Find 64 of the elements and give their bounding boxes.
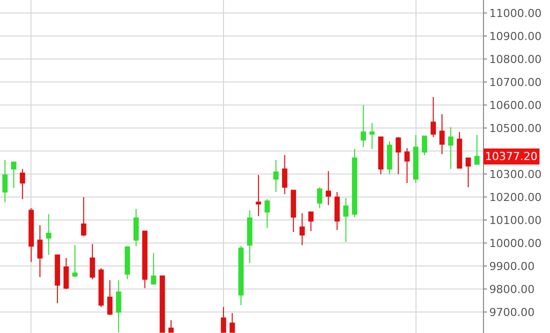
candlestick	[282, 154, 288, 195]
candlestick	[413, 134, 418, 184]
candlestick	[448, 126, 454, 170]
candlestick	[404, 148, 410, 184]
candlestick	[150, 252, 156, 285]
y-tick-label: 10600.00	[489, 98, 542, 112]
y-tick-label: 10200.00	[489, 190, 542, 204]
candlestick	[160, 275, 165, 333]
candlestick	[46, 214, 52, 256]
candlestick	[360, 104, 366, 148]
candlestick	[20, 168, 26, 200]
candlestick	[37, 224, 43, 278]
candlestick	[124, 246, 130, 280]
y-tick-label: 10900.00	[489, 30, 542, 43]
candlestick	[317, 186, 322, 209]
candlestick	[28, 208, 34, 263]
candlestick	[300, 212, 305, 246]
y-tick-label: 10300.00	[489, 168, 542, 181]
candlestick	[142, 230, 148, 289]
candlestick	[326, 170, 332, 206]
candlestick	[72, 244, 78, 278]
candlestick	[456, 132, 462, 169]
candlestick	[64, 258, 69, 290]
candlestick	[439, 114, 445, 155]
y-tick-label: 10700.00	[489, 76, 542, 89]
candlestick	[2, 160, 8, 203]
text: 10377.20	[485, 150, 538, 163]
candlestick	[474, 134, 480, 165]
candlestick	[386, 140, 392, 175]
y-tick-label: 10000.00	[489, 236, 542, 250]
candlestick	[290, 190, 296, 233]
candlestick	[343, 198, 348, 243]
candlestick	[54, 254, 60, 304]
y-tick-label: 9700.00	[489, 306, 535, 319]
candlestick	[430, 96, 436, 138]
candlestick	[220, 306, 226, 333]
candlestick	[98, 268, 104, 308]
candlestick	[422, 136, 428, 156]
y-tick-label: 10800.00	[489, 52, 542, 66]
y-tick-label: 10100.00	[489, 214, 542, 227]
candlestick	[81, 196, 86, 237]
candlestick	[273, 160, 279, 193]
y-tick-label: 9800.00	[489, 282, 535, 296]
candlestick	[264, 198, 270, 229]
candlestick	[133, 208, 139, 247]
candlestick	[308, 212, 314, 232]
candlestick	[256, 174, 262, 217]
y-tick-label: 11000.00	[489, 6, 542, 20]
candlestick	[90, 244, 96, 280]
candlestick	[334, 192, 340, 230]
candlestick	[378, 136, 384, 175]
candlestick	[11, 160, 16, 189]
candlestick	[168, 320, 174, 333]
candlestick	[116, 280, 122, 333]
candlestick	[238, 246, 244, 306]
candlestick	[466, 157, 471, 188]
y-tick-label: 10500.00	[489, 122, 542, 135]
candlestick	[247, 210, 252, 264]
y-tick-label: 9900.00	[489, 260, 535, 273]
candlestick	[369, 122, 375, 150]
candlestick	[396, 136, 401, 175]
candlestick	[352, 148, 358, 218]
candlestick	[230, 312, 235, 333]
candlestick	[107, 280, 113, 316]
